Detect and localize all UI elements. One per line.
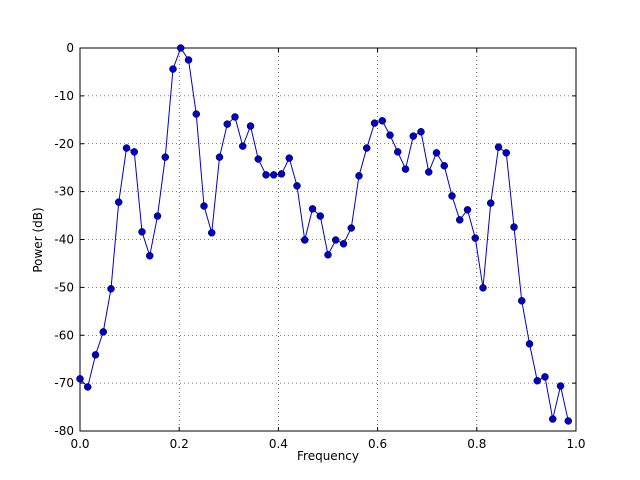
y-tick-label: -20: [54, 137, 74, 151]
data-point: [455, 216, 464, 224]
data-point: [386, 131, 394, 139]
data-point: [517, 297, 526, 305]
data-point: [231, 113, 239, 121]
data-point: [479, 284, 487, 292]
data-point: [122, 144, 131, 152]
data-point: [564, 417, 573, 425]
data-point: [107, 285, 115, 293]
data-line: [79, 46, 569, 422]
data-point: [238, 142, 247, 150]
data-point: [362, 144, 371, 152]
y-tick-label: -10: [54, 89, 74, 103]
data-point: [76, 375, 84, 383]
data-point: [215, 153, 224, 161]
data-point: [378, 117, 387, 125]
x-tick-label: 0.4: [269, 437, 288, 451]
data-point: [440, 162, 449, 170]
data-point: [355, 172, 363, 180]
data-point: [285, 154, 294, 162]
y-tick-label: -70: [54, 376, 74, 390]
data-point: [424, 168, 433, 176]
data-point: [393, 148, 402, 156]
data-point: [448, 192, 456, 200]
y-tick-label: -60: [54, 328, 74, 342]
data-point: [99, 328, 108, 336]
data-point: [138, 228, 146, 236]
data-point: [324, 251, 332, 259]
data-point: [262, 171, 270, 179]
y-tick-label: -40: [54, 233, 74, 247]
data-point: [153, 212, 162, 220]
x-tick-label: 0.8: [467, 437, 486, 451]
data-point: [207, 229, 216, 237]
data-point: [401, 165, 410, 173]
data-point: [471, 234, 480, 242]
data-point: [347, 224, 356, 232]
x-tick-label: 0.0: [70, 437, 89, 451]
x-axis-label: Frequency: [297, 449, 359, 463]
data-point: [316, 212, 325, 220]
data-point: [246, 122, 255, 130]
data-point: [169, 65, 177, 73]
data-point: [409, 132, 418, 140]
data-point: [254, 155, 263, 163]
data-point: [556, 382, 565, 390]
data-point: [502, 149, 511, 157]
data-point: [83, 383, 92, 391]
data-point: [486, 199, 495, 207]
data-point: [370, 119, 379, 127]
data-point: [339, 240, 348, 248]
data-point: [277, 170, 286, 178]
x-tick-label: 0.6: [368, 437, 387, 451]
plot-frame: [79, 47, 577, 432]
data-point: [130, 148, 139, 156]
data-point: [192, 110, 201, 118]
y-tick-label: -80: [54, 424, 74, 438]
data-point: [548, 415, 557, 423]
data-point: [269, 171, 278, 179]
y-tick-label: 0: [66, 41, 74, 55]
data-point: [331, 236, 340, 244]
data-point: [161, 153, 170, 161]
data-point: [308, 205, 317, 213]
x-tick-label: 1.0: [566, 437, 585, 451]
y-axis-label: Power (dB): [31, 207, 45, 272]
data-point: [463, 206, 472, 214]
y-tick-label: -30: [54, 185, 74, 199]
x-tick-label: 0.2: [170, 437, 189, 451]
data-point: [510, 223, 518, 231]
y-tick-label: -50: [54, 280, 74, 294]
data-point: [533, 376, 542, 385]
data-point: [432, 149, 441, 157]
data-point: [200, 202, 208, 210]
data-point: [91, 351, 100, 359]
data-point: [114, 198, 123, 206]
data-point: [541, 373, 549, 381]
data-point: [417, 128, 425, 136]
data-point: [494, 143, 503, 151]
data-point: [223, 120, 232, 128]
data-point: [300, 236, 309, 244]
data-point: [145, 252, 154, 260]
data-point: [176, 44, 185, 52]
data-point: [184, 56, 193, 64]
data-point: [293, 182, 301, 190]
data-point: [525, 340, 534, 348]
